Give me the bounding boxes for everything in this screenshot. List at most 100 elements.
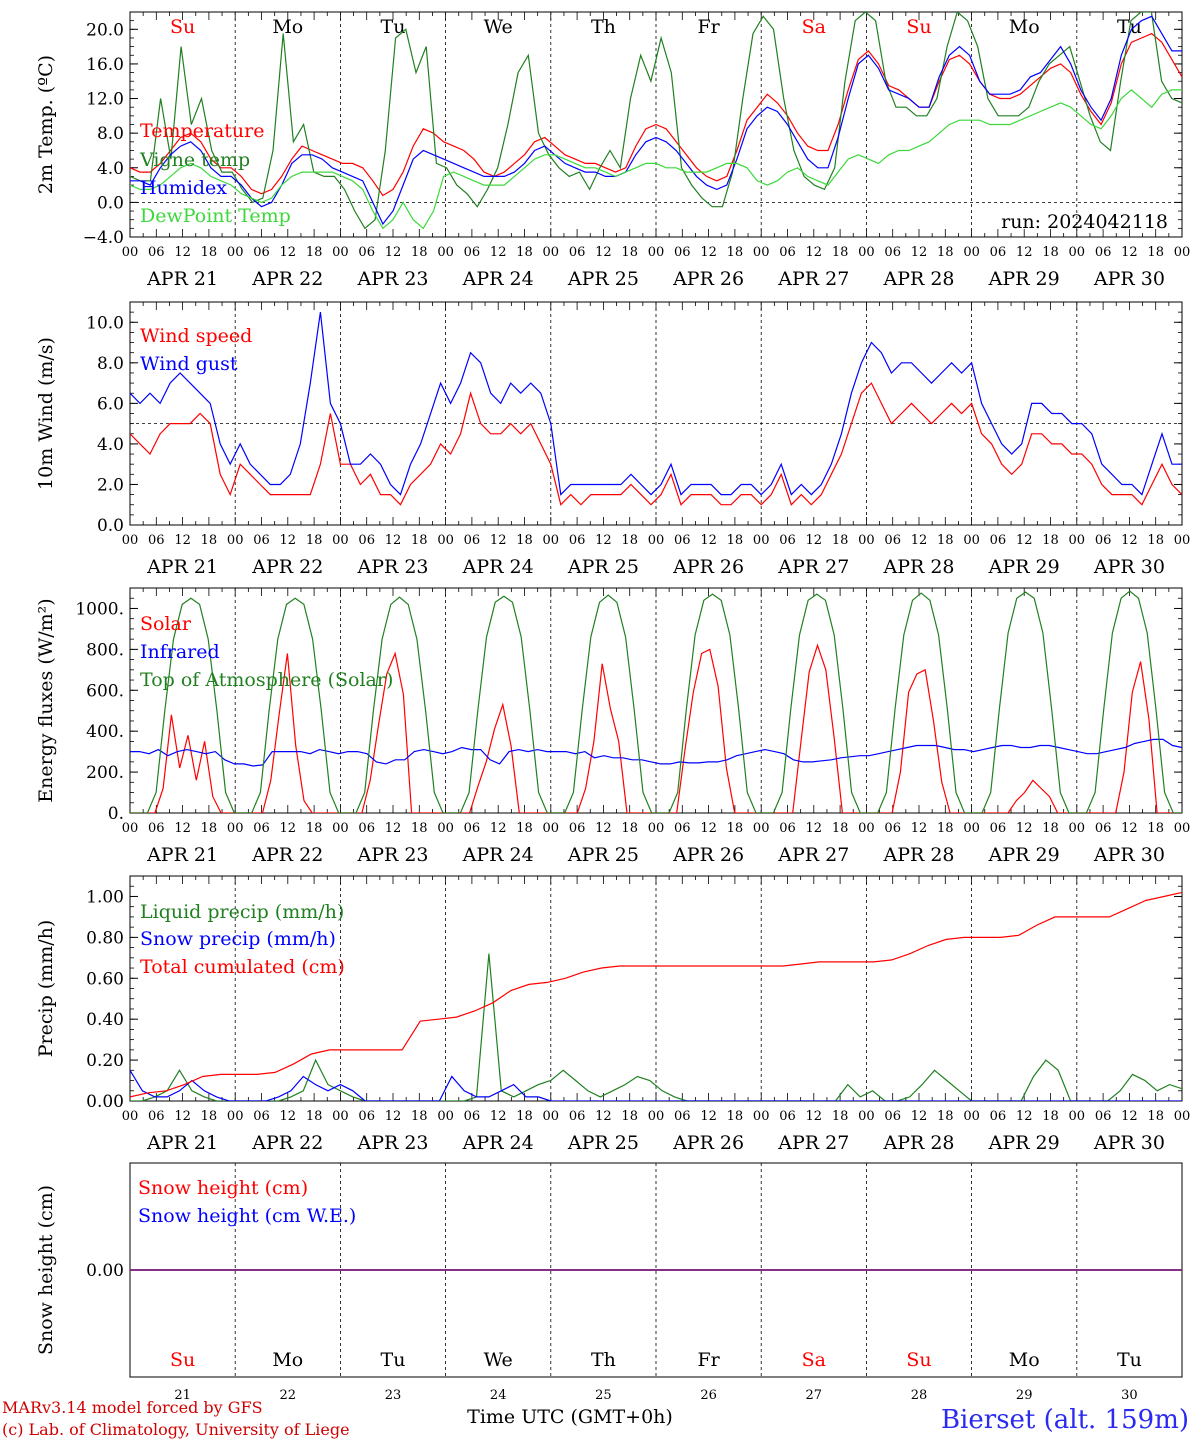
date-label: APR 29 — [988, 556, 1060, 578]
hour-tick-label: 18 — [306, 245, 323, 260]
hour-tick-label: 18 — [1147, 245, 1164, 260]
hour-tick-label: 06 — [464, 1109, 481, 1124]
date-label: APR 24 — [462, 1132, 534, 1154]
hour-tick-label: 00 — [753, 821, 770, 836]
hour-tick-label: 18 — [411, 821, 428, 836]
hour-tick-label: 18 — [1147, 821, 1164, 836]
hour-tick-label: 18 — [621, 533, 638, 548]
hour-tick-label: 06 — [358, 1109, 375, 1124]
hour-tick-label: 18 — [201, 821, 218, 836]
hour-tick-label: 06 — [358, 245, 375, 260]
run-label: run: 2024042118 — [1001, 211, 1168, 233]
hour-tick-label: 18 — [516, 821, 533, 836]
date-label: APR 28 — [882, 268, 954, 290]
y-tick-label: 0.40 — [86, 1010, 124, 1030]
hour-tick-label: 06 — [884, 245, 901, 260]
hour-tick-label: 12 — [911, 821, 928, 836]
weekday-label: Mo — [272, 1349, 303, 1371]
y-tick-label: 12.0 — [86, 90, 124, 110]
hour-tick-label: 12 — [385, 245, 402, 260]
legend-entry: Snow precip (mm/h) — [140, 928, 336, 950]
day-number-label: 30 — [1121, 1388, 1138, 1403]
hour-tick-label: 12 — [911, 1109, 928, 1124]
date-label: APR 30 — [1093, 268, 1165, 290]
weekday-label: We — [484, 16, 513, 38]
date-label: APR 26 — [672, 268, 744, 290]
weekday-label: Su — [906, 1349, 931, 1371]
y-tick-label: 8.0 — [97, 354, 124, 374]
y-tick-label: 0. — [108, 804, 124, 824]
date-label: APR 21 — [146, 844, 218, 866]
y-tick-label: 0.0 — [97, 516, 124, 536]
hour-tick-label: 06 — [674, 533, 691, 548]
date-label: APR 25 — [567, 1132, 639, 1154]
day-number-label: 21 — [174, 1388, 191, 1403]
hour-tick-label: 12 — [806, 245, 823, 260]
y-tick-label: 600. — [86, 681, 124, 701]
hour-tick-label: 12 — [174, 821, 191, 836]
series-line-1 — [130, 382, 1182, 506]
date-label: APR 21 — [146, 556, 218, 578]
hour-tick-label: 12 — [490, 533, 507, 548]
series-line-1 — [130, 643, 1182, 813]
hour-tick-label: 00 — [648, 1109, 665, 1124]
date-label: APR 28 — [882, 556, 954, 578]
date-label: APR 24 — [462, 268, 534, 290]
weekday-label: Mo — [272, 16, 303, 38]
series-line-1 — [130, 32, 1182, 197]
hour-tick-label: 06 — [779, 1109, 796, 1124]
hour-tick-label: 12 — [595, 1109, 612, 1124]
hour-tick-label: 18 — [1042, 1109, 1059, 1124]
hour-tick-label: 12 — [1016, 1109, 1033, 1124]
hour-tick-label: 18 — [621, 1109, 638, 1124]
y-tick-label: 20.0 — [86, 20, 124, 40]
weekday-label: Su — [170, 16, 195, 38]
hour-tick-label: 00 — [543, 533, 560, 548]
hour-tick-label: 00 — [1174, 533, 1191, 548]
weekday-label: Fr — [697, 1349, 720, 1371]
hour-tick-label: 12 — [700, 1109, 717, 1124]
hour-tick-label: 06 — [148, 533, 165, 548]
hour-tick-label: 00 — [227, 245, 244, 260]
hour-tick-label: 18 — [832, 1109, 849, 1124]
hour-tick-label: 18 — [832, 245, 849, 260]
hour-tick-label: 12 — [1121, 1109, 1138, 1124]
hour-tick-label: 06 — [253, 821, 270, 836]
day-number-label: 22 — [280, 1388, 297, 1403]
hour-tick-label: 00 — [648, 533, 665, 548]
y-tick-label: 1.00 — [86, 887, 124, 907]
hour-tick-label: 06 — [674, 821, 691, 836]
date-label: APR 22 — [251, 268, 323, 290]
date-label: APR 27 — [777, 268, 849, 290]
date-label: APR 26 — [672, 1132, 744, 1154]
legend-entry: Liquid precip (mm/h) — [140, 901, 344, 923]
date-label: APR 22 — [251, 844, 323, 866]
y-axis-label: 2m Temp. (ºC) — [35, 55, 57, 194]
weekday-label: Su — [170, 1349, 195, 1371]
y-tick-label: 200. — [86, 763, 124, 783]
weekday-label: Tu — [1117, 1349, 1142, 1371]
hour-tick-label: 18 — [1042, 533, 1059, 548]
hour-tick-label: 12 — [700, 245, 717, 260]
hour-tick-label: 18 — [306, 821, 323, 836]
hour-tick-label: 06 — [148, 821, 165, 836]
hour-tick-label: 06 — [148, 245, 165, 260]
series-line-3 — [130, 891, 1182, 1098]
hour-tick-label: 12 — [490, 1109, 507, 1124]
hour-tick-label: 00 — [437, 821, 454, 836]
day-number-label: 25 — [595, 1388, 612, 1403]
hour-tick-label: 12 — [174, 533, 191, 548]
hour-tick-label: 06 — [358, 533, 375, 548]
hour-tick-label: 00 — [543, 1109, 560, 1124]
legend-entry: Humidex — [140, 177, 227, 199]
hour-tick-label: 00 — [648, 245, 665, 260]
weekday-label: Mo — [1009, 1349, 1040, 1371]
hour-tick-label: 18 — [727, 821, 744, 836]
day-number-label: 29 — [1016, 1388, 1033, 1403]
plot-frame — [129, 301, 1183, 526]
y-axis-label: Snow height (cm) — [35, 1185, 57, 1355]
hour-tick-label: 06 — [779, 245, 796, 260]
date-label: APR 25 — [567, 268, 639, 290]
series-line-3 — [130, 15, 1182, 226]
